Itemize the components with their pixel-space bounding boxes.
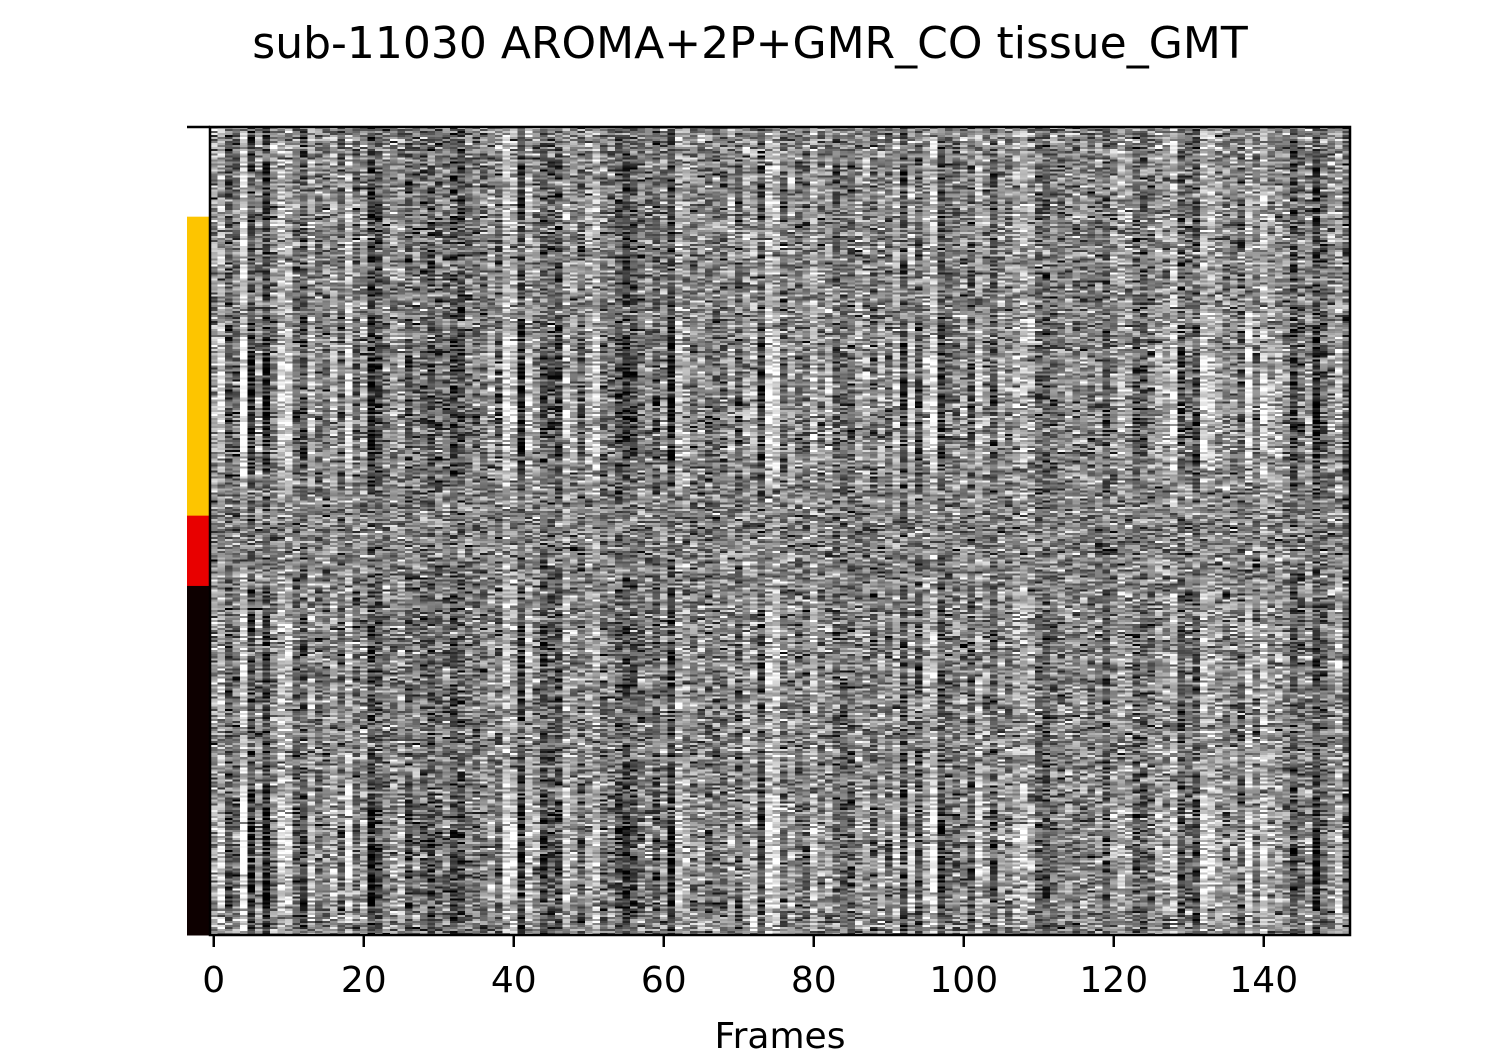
x-tick-label: 100 xyxy=(929,960,998,1001)
x-tick-label: 80 xyxy=(791,960,837,1001)
x-axis-ticks: 0 20 40 60 80 100 120 140 xyxy=(202,935,1298,1001)
x-axis-label: Frames xyxy=(715,1016,846,1050)
tissue-segment-3 xyxy=(187,585,209,936)
tissue-color-bar xyxy=(187,127,209,936)
x-tick-label: 40 xyxy=(491,960,537,1001)
heatmap-image xyxy=(210,127,1350,935)
x-tick-label: 120 xyxy=(1079,960,1148,1001)
tissue-segment-0 xyxy=(187,127,209,218)
x-tick-label: 60 xyxy=(641,960,687,1001)
x-tick-label: 20 xyxy=(341,960,387,1001)
chart-title: sub-11030 AROMA+2P+GMR_CO tissue_GMT xyxy=(252,18,1248,69)
x-tick-label: 0 xyxy=(202,960,225,1001)
plot-frame xyxy=(208,125,1352,937)
tissue-segment-1 xyxy=(187,216,209,517)
tissue-segment-2 xyxy=(187,515,209,587)
x-tick-label: 140 xyxy=(1229,960,1298,1001)
